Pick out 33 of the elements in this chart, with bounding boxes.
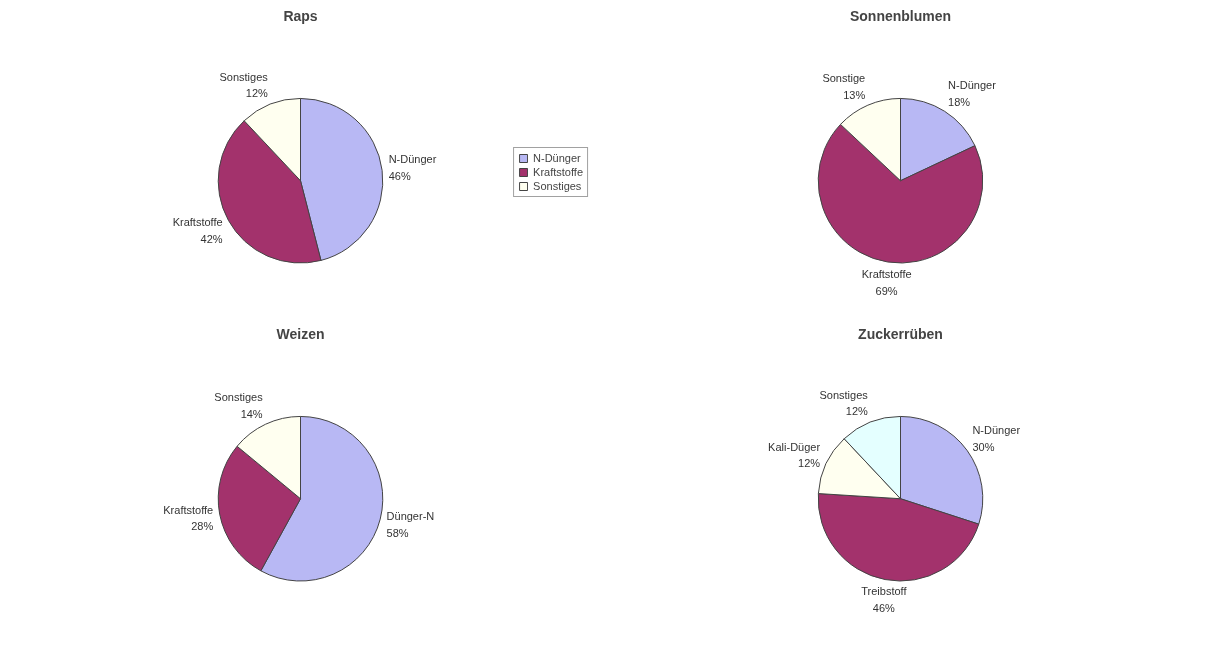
legend-label: Kraftstoffe [533, 166, 583, 178]
slice-label: Sonstige [822, 71, 866, 84]
slice-label: N-Dünger [948, 79, 997, 92]
slice-label: Treibstoff [861, 585, 908, 598]
data-label: 42% [200, 232, 223, 245]
slice-label: N-Dünger [972, 423, 1021, 436]
slice-label: Dünger-N [386, 509, 435, 522]
data-label: 12% [798, 457, 821, 470]
legend-label: N-Dünger [533, 152, 581, 164]
slice-label: Sonstiges [219, 70, 269, 83]
chart-title: Raps [283, 7, 318, 24]
slice-label: N-Dünger [388, 153, 437, 166]
slice-label: Kraftstoffe [163, 503, 214, 516]
slice-label: Sonstiges [214, 391, 264, 404]
data-label: 46% [872, 602, 896, 615]
data-label: 12% [845, 405, 868, 418]
data-label: 12% [245, 87, 268, 100]
slice-label: Sonstiges [819, 388, 869, 401]
chart-title: Weizen [276, 325, 325, 342]
legend-label: Sonstiges [533, 180, 582, 192]
slice-label: Kali-Düger [768, 440, 821, 453]
data-label: 69% [875, 284, 898, 297]
chart-title: Sonnenblumen [849, 7, 952, 24]
chart-title: Zuckerrüben [858, 325, 943, 342]
data-label: 46% [388, 170, 411, 183]
data-label: 28% [191, 520, 214, 533]
data-label: 14% [240, 408, 263, 421]
data-label: 18% [948, 96, 971, 109]
slice-label: Kraftstoffe [172, 215, 223, 228]
data-label: 58% [386, 526, 409, 539]
slice-label: Kraftstoffe [861, 267, 912, 280]
data-label: 30% [972, 440, 995, 453]
data-label: 13% [843, 88, 866, 101]
